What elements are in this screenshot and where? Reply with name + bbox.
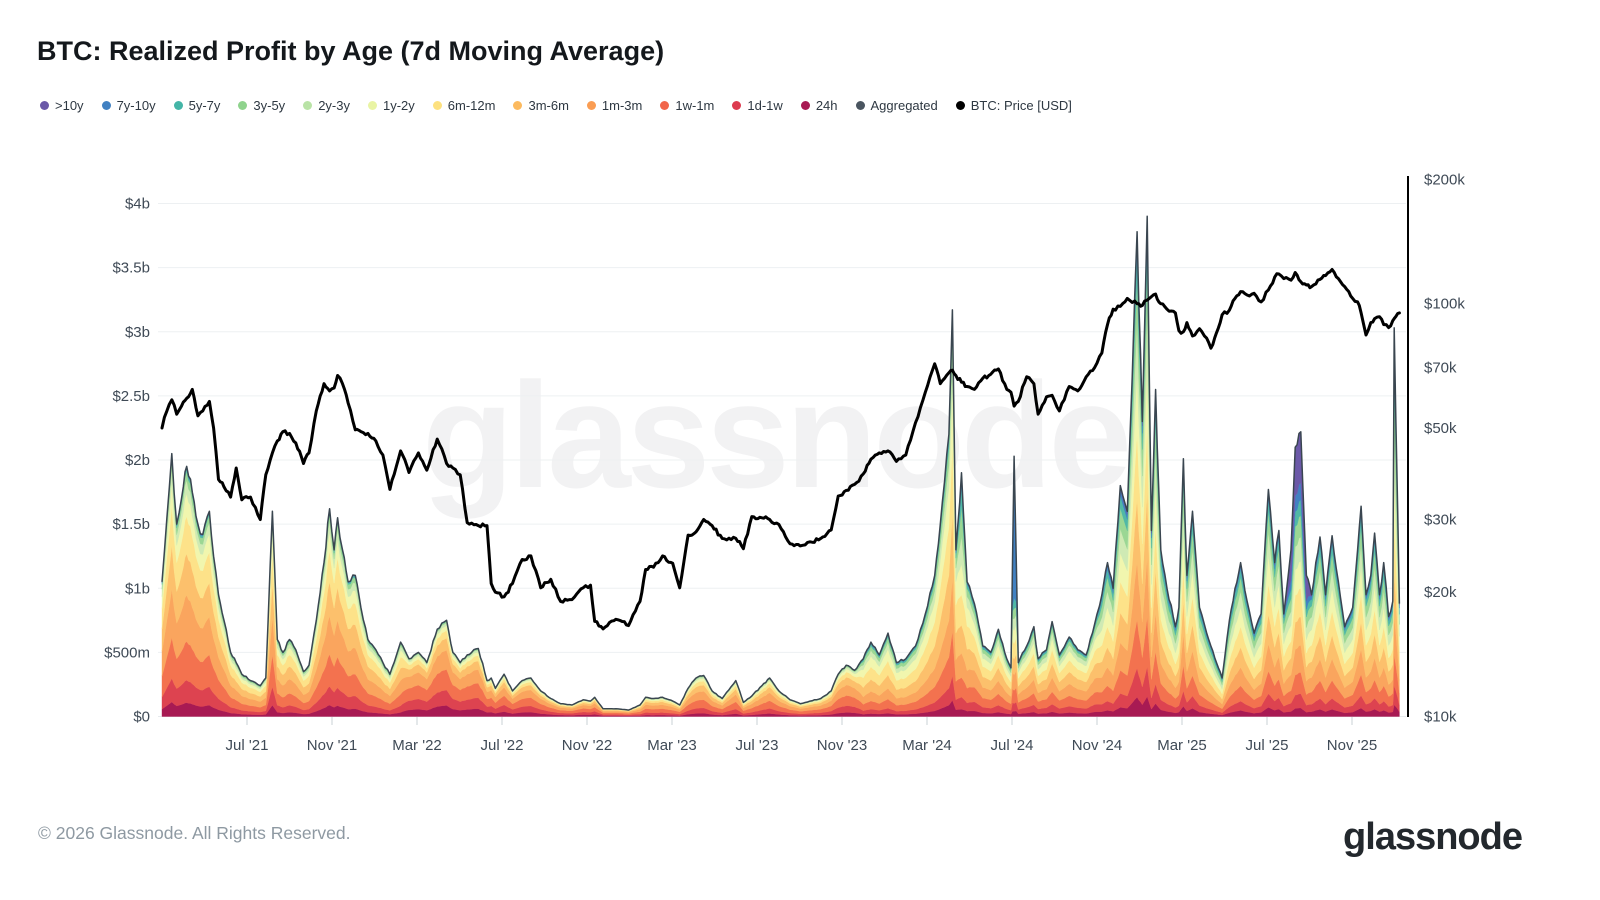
legend-label: 1d-1w: [747, 98, 783, 113]
legend-label: 5y-7y: [188, 98, 221, 113]
y-right-tick-label: $30k: [1424, 512, 1457, 529]
legend-swatch: [855, 101, 865, 110]
legend-item-aggregated[interactable]: Aggregated: [855, 98, 938, 113]
legend-swatch: [367, 101, 377, 110]
y-right-tick-label: $50k: [1424, 420, 1457, 437]
btc-price-line[interactable]: [160, 268, 1401, 631]
legend-item--10y[interactable]: >10y: [40, 98, 84, 113]
legend-label: BTC: Price [USD]: [970, 98, 1072, 113]
x-tick-label: Mar '24: [902, 737, 952, 754]
legend-item-1w-1m[interactable]: 1w-1m: [660, 98, 714, 113]
y-left-tick-label: $4b: [125, 196, 150, 213]
legend-label: 1m-3m: [601, 98, 643, 113]
legend-label: 7y-10y: [116, 98, 156, 113]
y-left-tick-label: $2.5b: [112, 388, 150, 405]
legend-item-1d-1w[interactable]: 1d-1w: [732, 98, 783, 113]
y-left-tick-label: $1b: [125, 580, 150, 597]
legend-item-6m-12m[interactable]: 6m-12m: [432, 98, 496, 113]
x-tick-label: Nov '24: [1072, 737, 1122, 754]
legend-swatch: [586, 101, 596, 110]
x-tick-label: Nov '23: [817, 737, 867, 754]
x-tick-label: Nov '22: [562, 737, 612, 754]
y-right-tick-label: $100k: [1424, 296, 1465, 313]
legend-item-3y-5y[interactable]: 3y-5y: [238, 98, 285, 113]
legend-item-1y-2y[interactable]: 1y-2y: [367, 98, 415, 113]
copyright-text: © 2026 Glassnode. All Rights Reserved.: [38, 823, 351, 843]
legend: >10y 7y-10y 5y-7y 3y-5y 2y-3y 1y-2y 6m-12m 3m-6…: [40, 98, 1072, 113]
watermark: glassnode: [422, 351, 1128, 519]
y-right-tick-label: $200k: [1424, 171, 1465, 188]
legend-item-2y-3y[interactable]: 2y-3y: [303, 98, 350, 113]
legend-label: 3m-6m: [528, 98, 569, 113]
y-left-tick-label: $500m: [104, 644, 150, 661]
x-tick-label: Jul '25: [1246, 737, 1289, 754]
x-tick-label: Jul '23: [736, 737, 779, 754]
legend-label: Aggregated: [870, 98, 938, 113]
x-tick-label: Jul '21: [226, 737, 269, 754]
legend-swatch: [173, 101, 183, 110]
legend-label: 1w-1m: [675, 98, 715, 113]
y-right-tick-label: $20k: [1424, 584, 1457, 601]
legend-item-btc-price-usd-[interactable]: BTC: Price [USD]: [955, 98, 1072, 113]
legend-swatch: [432, 101, 442, 110]
y-right-tick-label: $10k: [1424, 709, 1457, 726]
legend-item-24h[interactable]: 24h: [800, 98, 838, 113]
x-tick-label: Nov '25: [1327, 737, 1377, 754]
legend-swatch: [800, 101, 810, 110]
legend-swatch: [955, 101, 965, 110]
legend-label: >10y: [55, 98, 84, 113]
legend-item-5y-7y[interactable]: 5y-7y: [173, 98, 221, 113]
legend-item-7y-10y[interactable]: 7y-10y: [101, 98, 156, 113]
x-tick-label: Jul '22: [481, 737, 524, 754]
y-left-tick-label: $0: [133, 709, 150, 726]
legend-label: 3y-5y: [253, 98, 286, 113]
legend-item-3m-6m[interactable]: 3m-6m: [513, 98, 569, 113]
legend-label: 6m-12m: [447, 98, 496, 113]
x-tick-label: Mar '25: [1157, 737, 1207, 754]
legend-swatch: [660, 101, 670, 110]
x-tick-label: Jul '24: [991, 737, 1034, 754]
x-tick-label: Mar '23: [647, 737, 697, 754]
legend-swatch: [101, 101, 111, 110]
y-left-tick-label: $3b: [125, 324, 150, 341]
glassnode-logo: glassnode: [1343, 816, 1523, 858]
y-right-tick-label: $70k: [1424, 360, 1457, 377]
y-left-tick-label: $1.5b: [112, 516, 150, 533]
aggregated-line[interactable]: [161, 215, 1401, 711]
legend-item-1m-3m[interactable]: 1m-3m: [586, 98, 643, 113]
x-tick-label: Nov '21: [307, 737, 357, 754]
page-title: BTC: Realized Profit by Age (7d Moving A…: [37, 36, 665, 66]
legend-label: 24h: [815, 98, 838, 113]
legend-swatch: [303, 101, 313, 110]
x-tick-label: Mar '22: [392, 737, 442, 754]
legend-label: 2y-3y: [318, 98, 350, 113]
y-left-tick-label: $2b: [125, 452, 150, 469]
legend-swatch: [513, 101, 523, 110]
legend-swatch: [732, 101, 742, 110]
legend-swatch: [238, 101, 248, 110]
legend-swatch: [40, 101, 49, 110]
legend-label: 1y-2y: [382, 98, 415, 113]
y-left-tick-label: $3.5b: [112, 260, 150, 277]
